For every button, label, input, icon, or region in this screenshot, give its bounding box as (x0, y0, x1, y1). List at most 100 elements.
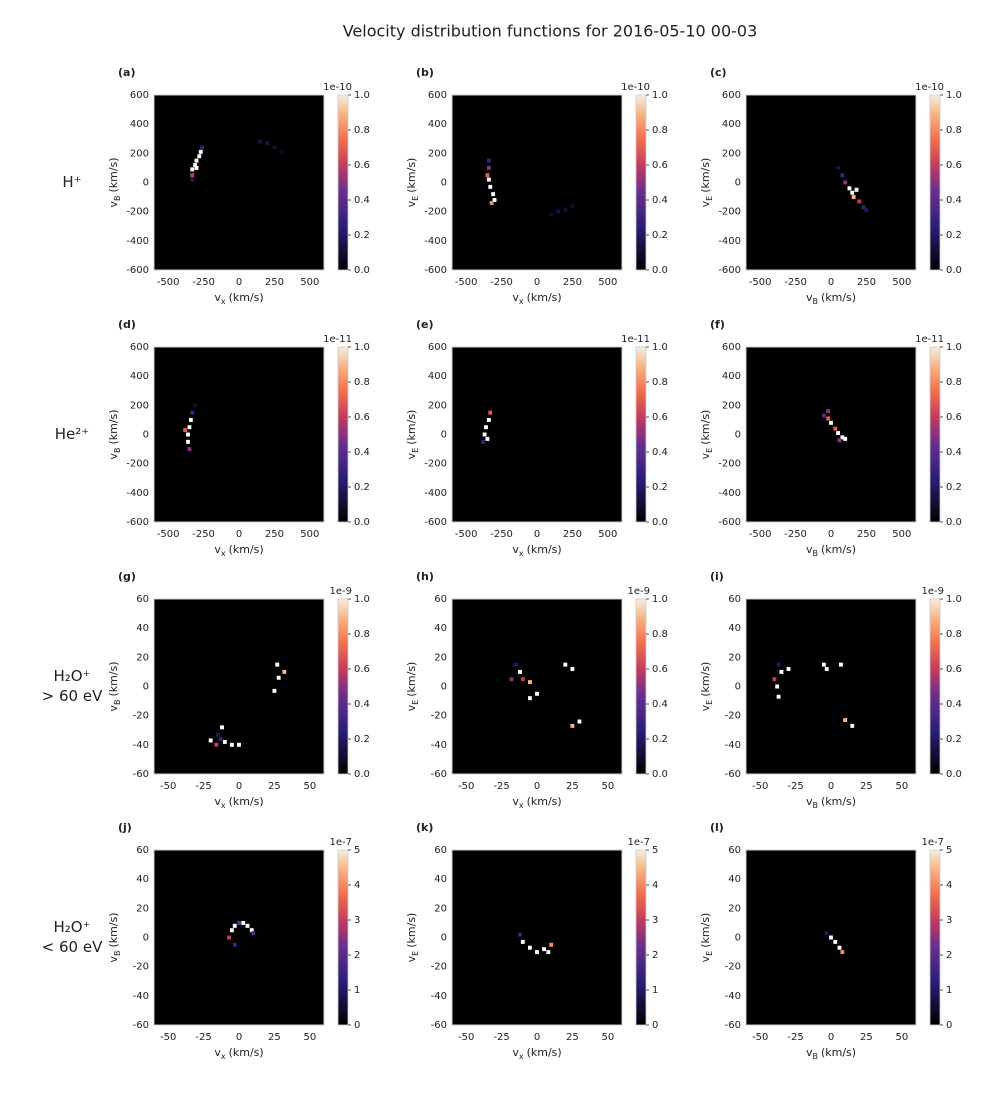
colorbar-tick-label: 1 (354, 985, 360, 996)
colorbar-offset: 1e-9 (922, 586, 945, 597)
plot-background (452, 850, 622, 1025)
axis-label-symbol: v (107, 201, 120, 208)
heatmap-cell (193, 403, 198, 408)
y-tick-label: 0 (143, 682, 149, 693)
y-tick-label: -60 (725, 769, 741, 780)
heatmap-cell (486, 417, 491, 422)
heatmap-cell (486, 158, 491, 163)
x-tick-label: 25 (268, 781, 281, 792)
colorbar-tick-label: 3 (354, 915, 360, 926)
colorbar-tick-label: 0.6 (354, 664, 370, 675)
plot-frame (451, 346, 623, 523)
colorbar-tick-label: 1.0 (652, 342, 668, 353)
y-tick-label: 40 (136, 623, 149, 634)
axis-label-unit: (km/s) (405, 913, 418, 948)
heatmap-cell (843, 436, 848, 441)
axis-label-subscript: E (411, 196, 420, 201)
colorbar-tick-label: 1.0 (354, 90, 370, 101)
axis-label-symbol: v (806, 543, 813, 556)
y-tick-label: 40 (136, 874, 149, 885)
colorbar (337, 849, 349, 1026)
heatmap-cell (829, 420, 833, 425)
colorbar-tick-label: 0.4 (946, 699, 962, 710)
axis-label: vB(km/s) (806, 795, 856, 810)
plot-frame (451, 94, 623, 271)
x-tick-label: 500 (598, 529, 617, 540)
y-tick-label: 60 (136, 845, 149, 856)
colorbar-tick-label: 0.6 (354, 412, 370, 423)
colorbar-tick-label: 4 (946, 880, 952, 891)
heatmap-cell (535, 950, 539, 955)
y-tick-label: 400 (722, 119, 741, 130)
heatmap-cell (847, 186, 852, 191)
x-tick-label: 0 (534, 781, 540, 792)
axis-label-unit: (km/s) (229, 291, 264, 304)
axis-label-subscript: x (221, 297, 226, 306)
heatmap-cell (843, 718, 848, 723)
heatmap-cell (824, 931, 829, 936)
heatmap-cell (197, 154, 202, 159)
x-tick-label: -250 (192, 529, 215, 540)
heatmap-cell (570, 667, 575, 671)
x-tick-label: 50 (895, 781, 908, 792)
heatmap-cell (488, 184, 493, 189)
x-tick-label: -500 (455, 277, 478, 288)
colorbar-tick-label: 0.4 (354, 195, 370, 206)
x-tick-label: 250 (563, 277, 582, 288)
heatmap-cell (520, 677, 525, 682)
axis-label-unit: (km/s) (405, 158, 418, 193)
axis-label: vB(km/s) (107, 912, 122, 962)
heatmap-cell (570, 723, 575, 728)
y-tick-label: 40 (728, 623, 741, 634)
y-tick-label: 0 (441, 430, 447, 441)
plot-background (452, 599, 622, 774)
x-tick-label: 500 (300, 277, 319, 288)
panel-label: (d) (118, 318, 136, 331)
axis-label-unit: (km/s) (405, 410, 418, 445)
heatmap-cell (265, 141, 270, 146)
x-tick-label: 50 (895, 1032, 908, 1043)
row-label: H₂O⁺ (53, 918, 90, 936)
y-tick-label: -600 (718, 265, 741, 276)
axis-label-symbol: v (806, 291, 813, 304)
plot-background (154, 347, 324, 522)
y-tick-label: -40 (431, 991, 447, 1002)
heatmap-cell (779, 669, 784, 674)
x-tick-label: 25 (860, 781, 873, 792)
plot-background (154, 95, 324, 270)
y-tick-label: -200 (718, 207, 741, 218)
x-tick-label: -50 (752, 1032, 768, 1043)
y-tick-label: 200 (722, 400, 741, 411)
heatmap-cell (187, 425, 192, 430)
heatmap-cell (840, 950, 845, 955)
heatmap-cell (840, 435, 845, 440)
heatmap-cell (258, 139, 263, 144)
x-tick-label: 250 (265, 529, 284, 540)
colorbar-offset: 1e-10 (621, 82, 650, 93)
colorbar (635, 346, 647, 523)
heatmap-cell (237, 920, 241, 925)
heatmap-cell (513, 662, 518, 667)
colorbar-offset: 1e-7 (330, 837, 353, 848)
colorbar-offset: 1e-7 (628, 837, 651, 848)
axis-label-unit: (km/s) (527, 291, 562, 304)
axis-label: vx (km/s) (214, 291, 263, 306)
row-label: < 60 eV (42, 938, 103, 956)
colorbar-tick-label: 0.2 (354, 482, 370, 493)
heatmap-cell (194, 158, 199, 163)
axis-label-unit: (km/s) (821, 1046, 856, 1059)
colorbar-tick-label: 4 (354, 880, 360, 891)
axis-label-symbol: v (107, 956, 120, 963)
x-tick-label: 0 (828, 529, 834, 540)
y-tick-label: -200 (718, 459, 741, 470)
axis-label-unit: (km/s) (405, 662, 418, 697)
plot-background (154, 850, 324, 1025)
panel-label: (a) (118, 66, 135, 79)
heatmap-cell (249, 928, 254, 933)
y-tick-label: 60 (136, 594, 149, 605)
panel-label: (b) (416, 66, 434, 79)
axis-label-unit: (km/s) (229, 795, 264, 808)
y-tick-label: -600 (424, 265, 447, 276)
colorbar-tick-label: 0.0 (946, 769, 962, 780)
